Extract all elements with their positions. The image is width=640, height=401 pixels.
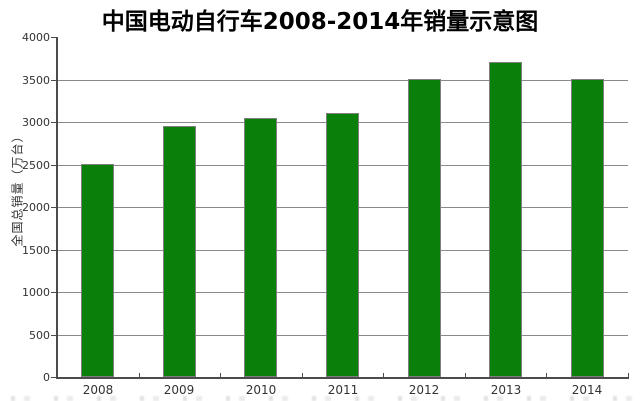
- x-tick-label: 2009: [163, 383, 195, 397]
- watermark-artifact: [0, 396, 640, 401]
- y-tick-label: 500: [29, 329, 50, 342]
- y-tick-mark: [51, 335, 56, 336]
- x-axis-line: [56, 377, 629, 379]
- x-tick-label: 2014: [571, 383, 603, 397]
- x-tick-label: 2011: [327, 383, 359, 397]
- y-tick-label: 3000: [22, 116, 50, 129]
- x-tick-label: 2010: [245, 383, 277, 397]
- chart-title: 中国电动自行车2008-2014年销量示意图: [101, 9, 539, 35]
- x-tick-mark: [220, 373, 221, 377]
- x-tick-label: 2012: [408, 383, 440, 397]
- bar: [81, 164, 114, 377]
- y-tick-mark: [51, 207, 56, 208]
- y-tick-label: 2000: [22, 201, 50, 214]
- x-tick-mark: [465, 373, 466, 377]
- y-tick-mark: [51, 80, 56, 81]
- bar: [489, 62, 522, 377]
- x-tick-mark: [383, 373, 384, 377]
- y-tick-mark: [51, 165, 56, 166]
- bar: [571, 79, 604, 377]
- x-tick-label: 2008: [82, 383, 114, 397]
- y-tick-label: 2500: [22, 159, 50, 172]
- y-tick-mark: [51, 292, 56, 293]
- y-axis-title: 全国总销量（万台）: [10, 129, 25, 247]
- y-tick-mark: [51, 37, 56, 38]
- x-tick-mark: [139, 373, 140, 377]
- bar: [163, 126, 196, 377]
- y-tick-label: 4000: [22, 31, 50, 44]
- x-tick-mark: [628, 373, 629, 377]
- bar: [408, 79, 441, 377]
- gridline: [58, 80, 628, 81]
- y-tick-label: 3500: [22, 74, 50, 87]
- y-tick-mark: [51, 377, 56, 378]
- y-tick-label: 1000: [22, 286, 50, 299]
- bar: [244, 118, 277, 377]
- x-tick-mark: [546, 373, 547, 377]
- y-tick-label: 1500: [22, 244, 50, 257]
- y-tick-mark: [51, 122, 56, 123]
- x-tick-mark: [302, 373, 303, 377]
- x-tick-label: 2013: [490, 383, 522, 397]
- y-tick-mark: [51, 250, 56, 251]
- y-axis-line: [56, 37, 58, 379]
- bar: [326, 113, 359, 377]
- y-tick-label: 0: [43, 371, 50, 384]
